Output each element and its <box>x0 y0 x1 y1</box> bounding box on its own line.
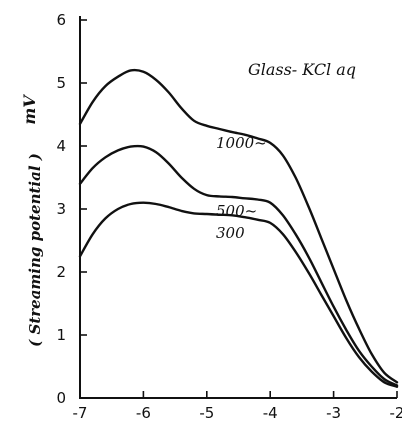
series-line-500 <box>78 144 399 387</box>
y-axis-label: ( Streaming potential ) <box>26 153 44 347</box>
labels: Glass- KCl aq mV ( Streaming potential )… <box>20 60 356 347</box>
series-line-300 <box>78 201 399 388</box>
y-tick-label: 6 <box>56 11 66 29</box>
x-tick-label: -7 <box>73 404 88 422</box>
annotation-text: Glass- KCl aq <box>248 60 356 79</box>
x-tick-label: -4 <box>263 404 278 422</box>
y-tick-label: 4 <box>56 137 66 155</box>
y-tick-label: 0 <box>56 389 66 407</box>
x-tick-label: -2 <box>390 404 402 422</box>
y-tick-label: 1 <box>56 326 66 344</box>
y-tick-label: 3 <box>56 200 66 218</box>
series-label-500: 500~ <box>216 202 257 220</box>
y-tick-label: 5 <box>56 74 66 92</box>
series-label-1000: 1000~ <box>216 134 267 152</box>
x-tick-label: -6 <box>136 404 151 422</box>
series-label-300: 300 <box>216 224 245 242</box>
ticks: -7 -6 -5 -4 -3 -2 0 1 2 3 4 5 6 <box>56 11 402 422</box>
series-line-1000 <box>78 68 399 384</box>
x-tick-label: -3 <box>326 404 341 422</box>
y-tick-label: 2 <box>56 263 66 281</box>
x-tick-label: -5 <box>199 404 214 422</box>
curves <box>78 68 399 388</box>
y-unit-label: mV <box>20 94 39 125</box>
